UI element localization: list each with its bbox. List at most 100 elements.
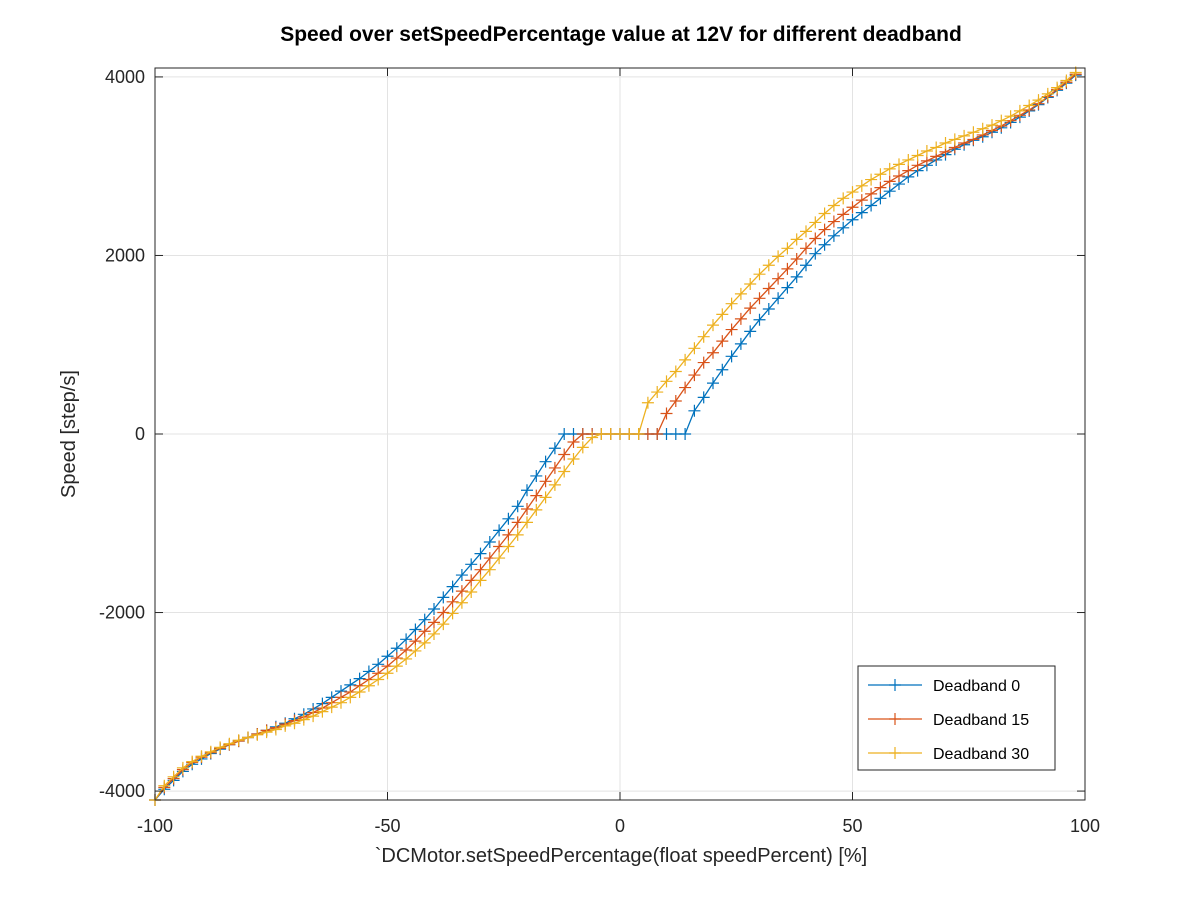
series-group bbox=[149, 66, 1082, 806]
data-point-marker bbox=[1013, 104, 1026, 117]
data-point-marker bbox=[781, 242, 794, 255]
data-point-marker bbox=[418, 636, 431, 649]
data-point-marker bbox=[911, 149, 924, 162]
data-point-marker bbox=[437, 591, 450, 604]
legend-item: Deadband 30 bbox=[868, 746, 1029, 763]
data-point-marker bbox=[1023, 99, 1036, 112]
data-point-marker bbox=[707, 346, 719, 359]
data-point-marker bbox=[586, 431, 599, 444]
data-point-marker bbox=[186, 755, 199, 768]
data-point-marker bbox=[697, 391, 710, 404]
data-point-marker bbox=[893, 170, 905, 183]
data-point-marker bbox=[837, 221, 850, 234]
data-point-marker bbox=[418, 625, 431, 638]
data-point-marker bbox=[530, 503, 543, 516]
data-point-marker bbox=[688, 404, 701, 417]
data-point-marker bbox=[874, 192, 887, 205]
data-point-marker bbox=[418, 613, 431, 626]
data-point-marker bbox=[827, 215, 840, 228]
data-point-marker bbox=[790, 270, 803, 283]
data-point-marker bbox=[818, 238, 831, 251]
data-point-marker bbox=[428, 627, 440, 640]
legend-marker-swatch bbox=[889, 679, 901, 691]
data-point-marker bbox=[734, 287, 747, 300]
data-point-marker bbox=[865, 187, 878, 200]
data-point-marker bbox=[428, 602, 440, 615]
data-point-marker bbox=[576, 441, 589, 454]
data-point-marker bbox=[846, 186, 859, 199]
data-point-marker bbox=[790, 233, 803, 246]
data-point-marker bbox=[474, 574, 487, 587]
data-point-marker bbox=[539, 491, 552, 504]
data-point-marker bbox=[1051, 81, 1064, 94]
data-point-marker bbox=[800, 242, 812, 255]
legend-marker-swatch bbox=[889, 713, 901, 725]
data-point-marker bbox=[269, 723, 282, 736]
data-point-marker bbox=[455, 569, 468, 582]
data-point-marker bbox=[446, 580, 459, 593]
series-3 bbox=[149, 66, 1082, 806]
data-point-marker bbox=[995, 114, 1008, 127]
data-point-marker bbox=[474, 547, 487, 560]
data-point-marker bbox=[753, 313, 766, 326]
data-point-marker bbox=[372, 673, 385, 686]
data-point-marker bbox=[400, 652, 413, 665]
legend-marker-swatch bbox=[889, 747, 901, 759]
data-point-marker bbox=[874, 168, 887, 181]
data-point-marker bbox=[167, 770, 180, 783]
data-point-marker bbox=[716, 308, 729, 321]
data-point-marker bbox=[688, 342, 701, 355]
data-point-marker bbox=[753, 292, 766, 305]
data-point-marker bbox=[837, 208, 850, 221]
data-point-marker bbox=[567, 436, 580, 449]
data-point-marker bbox=[846, 201, 859, 214]
data-point-marker bbox=[734, 337, 747, 350]
data-point-marker bbox=[242, 731, 254, 744]
data-point-marker bbox=[279, 719, 292, 732]
data-point-marker bbox=[530, 489, 543, 502]
data-point-marker bbox=[725, 323, 738, 336]
data-point-marker bbox=[688, 369, 701, 382]
data-point-marker bbox=[307, 710, 320, 723]
data-point-marker bbox=[465, 586, 478, 599]
data-point-marker bbox=[344, 691, 357, 704]
data-point-marker bbox=[502, 512, 515, 525]
data-point-marker bbox=[762, 303, 775, 316]
x-axis-tick-labels: -100 -50 0 50 100 bbox=[137, 816, 1100, 836]
data-point-marker bbox=[437, 606, 450, 619]
data-point-marker bbox=[874, 181, 887, 194]
data-point-marker bbox=[744, 278, 757, 291]
data-point-marker bbox=[976, 122, 989, 135]
data-point-marker bbox=[232, 734, 245, 747]
data-point-marker bbox=[1032, 94, 1045, 107]
data-point-marker bbox=[465, 558, 478, 571]
data-point-marker bbox=[827, 199, 840, 212]
data-point-marker bbox=[818, 207, 831, 220]
data-point-marker bbox=[455, 596, 468, 609]
data-point-marker bbox=[809, 216, 822, 229]
x-tick-label: 0 bbox=[615, 816, 625, 836]
x-tick-label: 100 bbox=[1070, 816, 1100, 836]
data-point-marker bbox=[669, 394, 682, 407]
data-point-marker bbox=[855, 194, 868, 207]
data-point-marker bbox=[679, 353, 692, 366]
data-point-marker bbox=[660, 375, 673, 388]
data-point-marker bbox=[697, 330, 710, 343]
data-point-marker bbox=[390, 660, 403, 673]
x-tick-label: -100 bbox=[137, 816, 173, 836]
y-axis-label: Speed [step/s] bbox=[58, 370, 80, 498]
data-point-marker bbox=[521, 502, 533, 515]
x-tick-label: -50 bbox=[374, 816, 400, 836]
axis-ticks bbox=[154, 68, 1086, 800]
data-point-marker bbox=[660, 407, 673, 420]
data-point-marker bbox=[316, 705, 329, 718]
data-point-marker bbox=[958, 129, 971, 142]
data-point-marker bbox=[744, 302, 757, 315]
data-point-marker bbox=[781, 262, 794, 275]
data-point-marker bbox=[400, 633, 413, 646]
data-point-marker bbox=[437, 618, 450, 631]
y-tick-label: 2000 bbox=[105, 245, 145, 265]
x-tick-label: 50 bbox=[842, 816, 862, 836]
data-point-marker bbox=[809, 247, 822, 260]
